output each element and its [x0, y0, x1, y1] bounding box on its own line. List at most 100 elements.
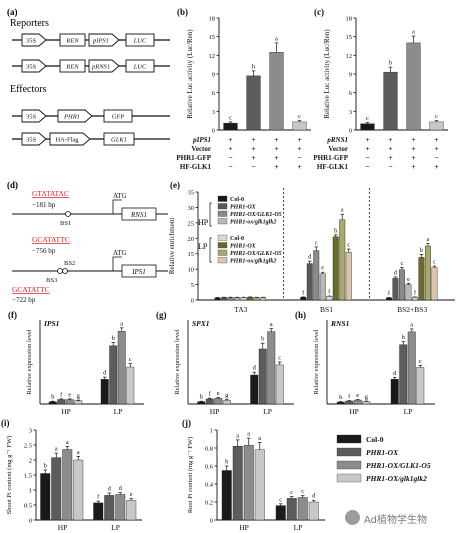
e-sig-letter: b	[334, 227, 337, 234]
i-bar	[104, 495, 115, 521]
j-bar	[297, 497, 308, 521]
f-gene-title: IPS1	[43, 319, 59, 328]
f-bar	[109, 345, 118, 405]
reporter2-promoter2-arrow	[88, 59, 120, 73]
e-sig-letter: d	[394, 269, 398, 276]
g-bar	[197, 401, 206, 405]
j-y-tick-label: 0.8	[205, 446, 213, 453]
j-y-tick-label: 1	[210, 428, 213, 435]
b-y-tick-label: 12	[209, 53, 216, 60]
h-sig-letter: f	[348, 393, 351, 400]
b-legend-mark: +	[274, 135, 278, 144]
b-legend-row-label: PHR1-GFP	[176, 154, 211, 162]
e-legend-hp-swatch	[217, 203, 228, 210]
e-bar	[339, 219, 346, 301]
h-bar	[353, 399, 362, 405]
e-y-tick-label: 10	[188, 267, 195, 274]
i-y-tick-label: 0	[29, 518, 32, 525]
h-x-tick-label: LP	[404, 407, 413, 416]
b-legend-mark: +	[274, 162, 278, 171]
b-bar	[292, 121, 307, 131]
e-bar	[253, 297, 260, 301]
g-bar	[222, 400, 231, 405]
panel-d-letter: (d)	[7, 180, 18, 190]
j-x-tick-label: HP	[239, 523, 249, 532]
static-layer: (a) Reporters Effectors (d) HP LP	[7, 7, 209, 251]
e-x-tick-label: TA3	[234, 305, 247, 314]
e-legend-lp-label: Col-0	[230, 236, 244, 242]
g-sig-letter: a	[270, 321, 273, 328]
c-legend-mark: −	[434, 153, 438, 162]
e-x-tick-label: BS2+BS3	[397, 305, 427, 314]
c-sig-letter: b	[389, 60, 392, 67]
b-legend-row-label: HF-GLK1	[180, 163, 212, 171]
e-sig-letter: b	[420, 247, 423, 254]
e-y-tick-label: 35	[188, 190, 195, 197]
j-bar	[232, 446, 243, 521]
effector2-gene-label: GLK1	[111, 137, 127, 144]
h-sig-letter: a	[410, 321, 413, 328]
ips1-gene-label: IPS1	[131, 268, 146, 276]
b-legend-mark: −	[251, 162, 255, 171]
c-legend-mark: +	[411, 135, 415, 144]
g-bar	[258, 348, 267, 405]
g-gene-title: SPX1	[192, 319, 210, 328]
rns1-motif: GTATATAC	[32, 189, 69, 198]
b-y-tick-label: 18	[209, 16, 216, 23]
b-y-tick-label: 15	[209, 34, 216, 41]
g-bar	[267, 331, 276, 405]
h-bar	[399, 344, 408, 405]
e-legend-hp-swatch	[217, 210, 228, 217]
ips1-tss-arrow	[112, 256, 122, 271]
c-y-tick-label: 0	[349, 128, 352, 135]
j-bar	[308, 501, 319, 521]
j-x-tick-label: LP	[294, 523, 303, 532]
i-y-tick-label: 2.5	[24, 443, 32, 450]
e-legend-hp-label: PHR1-OX/GLK1-O5	[230, 212, 282, 218]
watermark: Ad植物学生物	[345, 508, 461, 528]
b-y-tick-label: 3	[212, 109, 215, 116]
c-bar	[429, 121, 444, 131]
b-sig-letter: c	[298, 113, 301, 120]
effector1-gene-label: PHR1	[63, 114, 80, 121]
c-legend-mark: +	[365, 135, 369, 144]
i-bar	[40, 473, 51, 521]
e-bar	[260, 297, 267, 301]
h-y-label: Relative expression level	[313, 329, 320, 395]
f-sig-letter: e	[68, 391, 71, 398]
c-sig-letter: a	[412, 29, 415, 36]
f-bar	[65, 399, 74, 405]
e-y-tick-label: 20	[188, 236, 195, 243]
e-bar	[418, 257, 425, 301]
f-letter: (f)	[8, 310, 17, 320]
j-sig-letter: a	[236, 432, 239, 439]
e-y-tick-label: 0	[191, 298, 194, 305]
i-sig-letter: b	[44, 462, 47, 469]
ips1-bs2-marker	[62, 268, 68, 274]
b-legend-mark: +	[297, 135, 301, 144]
h-bar	[336, 401, 345, 405]
f-sig-letter: c	[129, 356, 132, 363]
e-bar	[332, 236, 339, 301]
rns1-distance: −181 bp	[32, 201, 56, 209]
c-legend-mark: +	[434, 135, 438, 144]
g-bar	[214, 398, 223, 405]
c-y-tick-label: 6	[349, 90, 353, 97]
reporter2-promoter-arrow	[21, 59, 47, 73]
h-bar	[407, 331, 416, 405]
effectors-title: Effectors	[10, 84, 47, 95]
reporters-title: Reporters	[10, 18, 49, 29]
e-bar	[398, 269, 405, 301]
e-y-tick-label: 5	[191, 282, 194, 289]
e-legend-hp-bracket	[209, 202, 212, 227]
e-bar	[431, 267, 438, 301]
f-y-label: Relative expression level	[26, 329, 33, 395]
g-x-tick-label: HP	[210, 407, 220, 416]
e-bar	[247, 297, 254, 301]
c-legend-mark: +	[434, 162, 438, 171]
ips1-distance1: −756 bp	[32, 247, 56, 255]
ips1-distance2: −722 bp	[12, 296, 36, 304]
e-y-tick-label: 25	[188, 220, 195, 227]
f-sig-letter: f	[60, 391, 63, 398]
